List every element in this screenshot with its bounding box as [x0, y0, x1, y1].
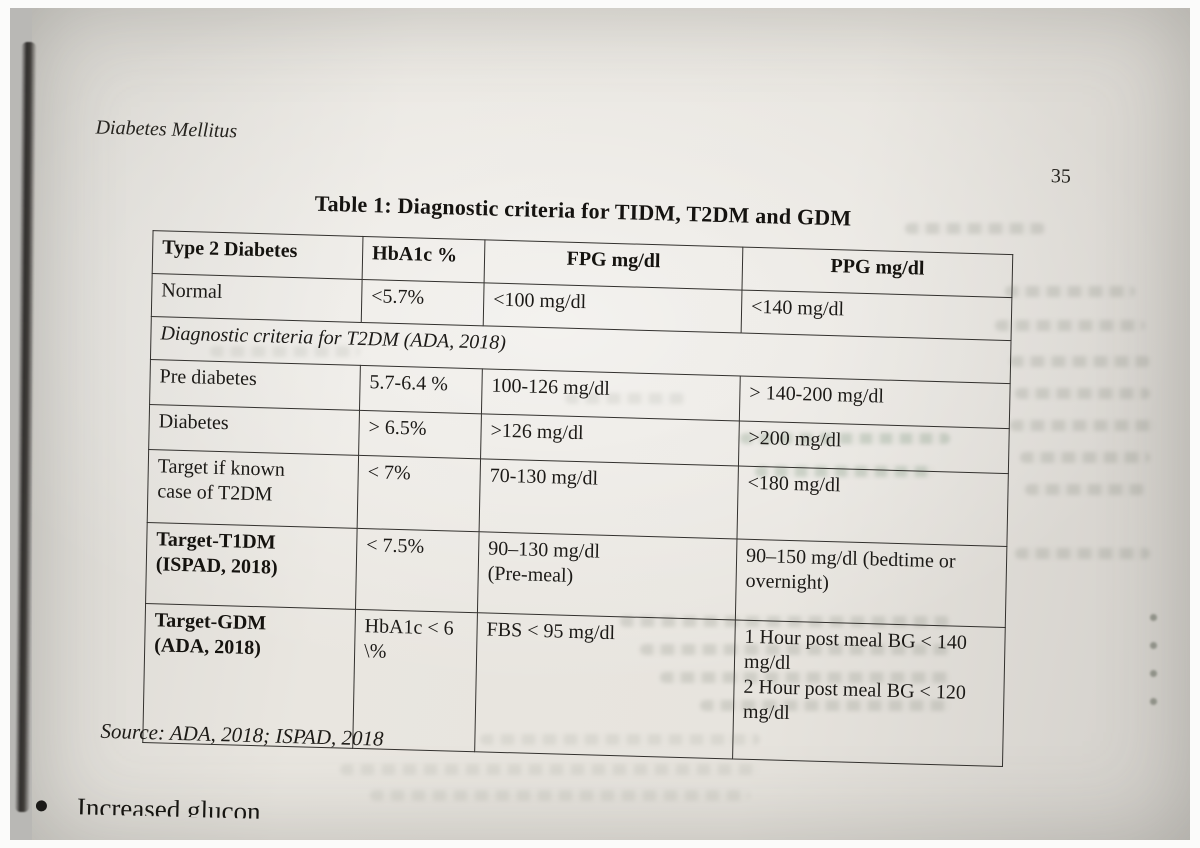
bleed-through-artifact	[370, 790, 750, 801]
cell-dia-hba1c: > 6.5%	[358, 410, 482, 459]
cell-gdm-ppg-line1: 1 Hour post meal BG < 140 mg/dl	[743, 625, 968, 675]
header-cell-ppg: PPG mg/dl	[741, 247, 1013, 298]
cell-dia-ppg: >200 mg/dl	[738, 421, 1010, 474]
cell-pre-ppg: > 140-200 mg/dl	[739, 376, 1011, 429]
bleed-through-artifact	[640, 644, 950, 655]
bleed-through-artifact	[1025, 484, 1145, 495]
cell-normal-label: Normal	[151, 273, 363, 323]
bleed-through-artifact	[740, 433, 950, 444]
cell-gdm-ppg: 1 Hour post meal BG < 140 mg/dl 2 Hour p…	[732, 619, 1006, 767]
cell-pre-hba1c: 5.7-6.4 %	[359, 365, 483, 414]
bleed-through-artifact	[755, 466, 935, 477]
bleed-through-artifact	[905, 223, 1045, 234]
header-cell-type2: Type 2 Diabetes	[152, 230, 363, 280]
cell-t1-fpg: 90–130 mg/dl (Pre-meal)	[477, 531, 737, 620]
bleed-through-bullet	[1150, 670, 1157, 677]
bleed-through-artifact	[1010, 420, 1155, 431]
bleed-through-bullet	[1150, 698, 1157, 705]
bullet-icon	[35, 800, 48, 812]
cell-gdm-ppg-line2: 2 Hour post meal BG < 120 mg/dl	[742, 675, 967, 725]
bleed-through-artifact	[480, 734, 760, 745]
cell-t1-hba1c: < 7.5%	[355, 528, 480, 613]
bleed-through-artifact	[1015, 388, 1150, 399]
bleed-through-artifact	[1010, 356, 1150, 367]
cell-t1-label-line2: (ISPAD, 2018)	[155, 553, 278, 579]
header-cell-fpg: FPG mg/dl	[484, 239, 743, 291]
table-title: Table 1: Diagnostic criteria for TIDM, T…	[314, 190, 852, 231]
page-content: Diabetes Mellitus 35 Table 1: Diagnostic…	[65, 108, 1079, 840]
cell-gdm-hba1c-line2: \%	[363, 640, 387, 663]
paper-surface	[32, 8, 1190, 840]
cell-t1-fpg-line2: (Pre-meal)	[487, 562, 574, 587]
cell-t1-ppg: 90–150 mg/dl (bedtime or overnight)	[735, 538, 1007, 628]
cell-t2-label-line2: case of T2DM	[157, 480, 273, 506]
bleed-through-artifact	[995, 320, 1145, 331]
bleed-through-artifact	[700, 700, 950, 711]
header-cell-hba1c: HbA1c %	[362, 236, 485, 283]
cell-t2-ppg: <180 mg/dl	[736, 466, 1009, 547]
diagnostic-criteria-table: Type 2 Diabetes HbA1c % FPG mg/dl PPG mg…	[142, 230, 1013, 767]
cell-gdm-fbs: FBS < 95 mg/dl	[474, 612, 736, 759]
bleed-through-artifact	[340, 764, 760, 775]
cell-normal-ppg: <140 mg/dl	[741, 290, 1012, 341]
cell-dia-label: Diabetes	[148, 404, 360, 456]
cell-t1-label: Target-T1DM (ISPAD, 2018)	[145, 522, 358, 610]
cell-t2-label: Target if known case of T2DM	[147, 449, 359, 529]
scan-area: Diabetes Mellitus 35 Table 1: Diagnostic…	[10, 8, 1190, 840]
bleed-through-artifact	[1015, 548, 1150, 559]
bleed-through-artifact	[565, 393, 685, 404]
bleed-through-artifact	[660, 672, 950, 683]
cell-pre-fpg: 100-126 mg/dl	[481, 368, 741, 422]
bleed-through-bullet	[1150, 614, 1157, 621]
cell-gdm-hba1c-line1: HbA1c < 6	[364, 615, 454, 640]
cell-pre-label: Pre diabetes	[149, 359, 361, 411]
bleed-through-artifact	[1005, 286, 1135, 297]
cell-gdm-label-line2: (ADA, 2018)	[154, 634, 262, 660]
cell-normal-fpg: <100 mg/dl	[483, 282, 742, 334]
running-header: Diabetes Mellitus	[95, 116, 238, 143]
cell-normal-hba1c: <5.7%	[361, 279, 485, 326]
bleed-through-artifact	[210, 346, 360, 357]
cell-t2-fpg: 70-130 mg/dl	[479, 458, 739, 539]
bleed-through-bullet	[1150, 642, 1157, 649]
cutoff-text: Increased glucon	[76, 792, 261, 819]
bleed-through-artifact	[1020, 452, 1150, 463]
bleed-through-artifact	[620, 616, 950, 627]
page-number: 35	[1050, 165, 1072, 188]
cell-t2-hba1c: < 7%	[357, 455, 481, 532]
cell-dia-fpg: >126 mg/dl	[480, 413, 740, 467]
